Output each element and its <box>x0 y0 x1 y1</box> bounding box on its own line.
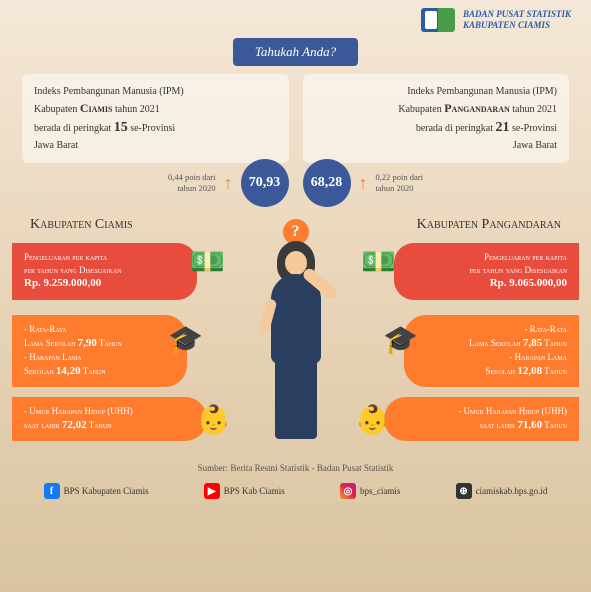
link-facebook[interactable]: fBPS Kabupaten Ciamis <box>44 483 149 499</box>
baby-icon: 👶 <box>196 403 236 439</box>
money-icon: 💵 <box>361 245 401 281</box>
score-pangandaran: 68,28 ↑ 0,22 poin dari tahun 2020 <box>303 159 570 207</box>
stats-area: ? Pengeluaran per kapitaper tahun yang D… <box>0 237 591 467</box>
box-ciamis: Indeks Pembangunan Manusia (IPM) Kabupat… <box>22 74 289 163</box>
card-life-ciamis: - Umur Harapan Hidup (UHH)saat lahir 72,… <box>12 397 207 441</box>
arrow-up-icon: ↑ <box>224 173 233 194</box>
link-youtube[interactable]: ▶BPS Kab Ciamis <box>204 483 285 499</box>
baby-icon: 👶 <box>355 403 395 439</box>
arrow-up-icon: ↑ <box>359 173 368 194</box>
youtube-icon: ▶ <box>204 483 220 499</box>
education-icon: 🎓 <box>383 323 423 359</box>
instagram-icon: ◎ <box>340 483 356 499</box>
card-school-pangandaran: - Rata-RataLama Sekolah 7,85 Tahun - Har… <box>404 315 579 387</box>
globe-icon: ⊕ <box>456 483 472 499</box>
box-pangandaran: Indeks Pembangunan Manusia (IPM) Kabupat… <box>303 74 570 163</box>
card-expenditure-ciamis: Pengeluaran per kapitaper tahun yang Dis… <box>12 243 197 300</box>
label-pangandaran: Kabupaten Pangandaran <box>417 217 561 233</box>
ipm-ciamis: 70,93 <box>241 159 289 207</box>
label-ciamis: Kabupaten Ciamis <box>30 217 133 233</box>
card-expenditure-pangandaran: Pengeluaran per kapitaper tahun yang Dis… <box>394 243 579 300</box>
score-ciamis: 0,44 poin dari tahun 2020 ↑ 70,93 <box>22 159 289 207</box>
money-icon: 💵 <box>190 245 230 281</box>
bps-logo <box>421 8 455 32</box>
delta-ciamis: 0,44 poin dari tahun 2020 <box>168 172 215 194</box>
info-boxes: Indeks Pembangunan Manusia (IPM) Kabupat… <box>0 74 591 163</box>
card-life-pangandaran: - Umur Harapan Hidup (UHH)saat lahir 71,… <box>384 397 579 441</box>
title-banner: Tahukah Anda? <box>233 38 358 66</box>
org-title: BADAN PUSAT STATISTIKKABUPATEN CIAMIS <box>463 9 571 31</box>
education-icon: 🎓 <box>168 323 208 359</box>
ipm-pangandaran: 68,28 <box>303 159 351 207</box>
card-school-ciamis: - Rata-RataLama Sekolah 7,90 Tahun - Har… <box>12 315 187 387</box>
person-illustration <box>241 229 351 449</box>
facebook-icon: f <box>44 483 60 499</box>
footer: fBPS Kabupaten Ciamis ▶BPS Kab Ciamis ◎b… <box>0 477 591 505</box>
header: BADAN PUSAT STATISTIKKABUPATEN CIAMIS <box>0 0 591 36</box>
score-circles: 0,44 poin dari tahun 2020 ↑ 70,93 68,28 … <box>0 159 591 207</box>
delta-pangandaran: 0,22 poin dari tahun 2020 <box>376 172 423 194</box>
link-website[interactable]: ⊕ciamiskab.bps.go.id <box>456 483 548 499</box>
link-instagram[interactable]: ◎bps_ciamis <box>340 483 401 499</box>
